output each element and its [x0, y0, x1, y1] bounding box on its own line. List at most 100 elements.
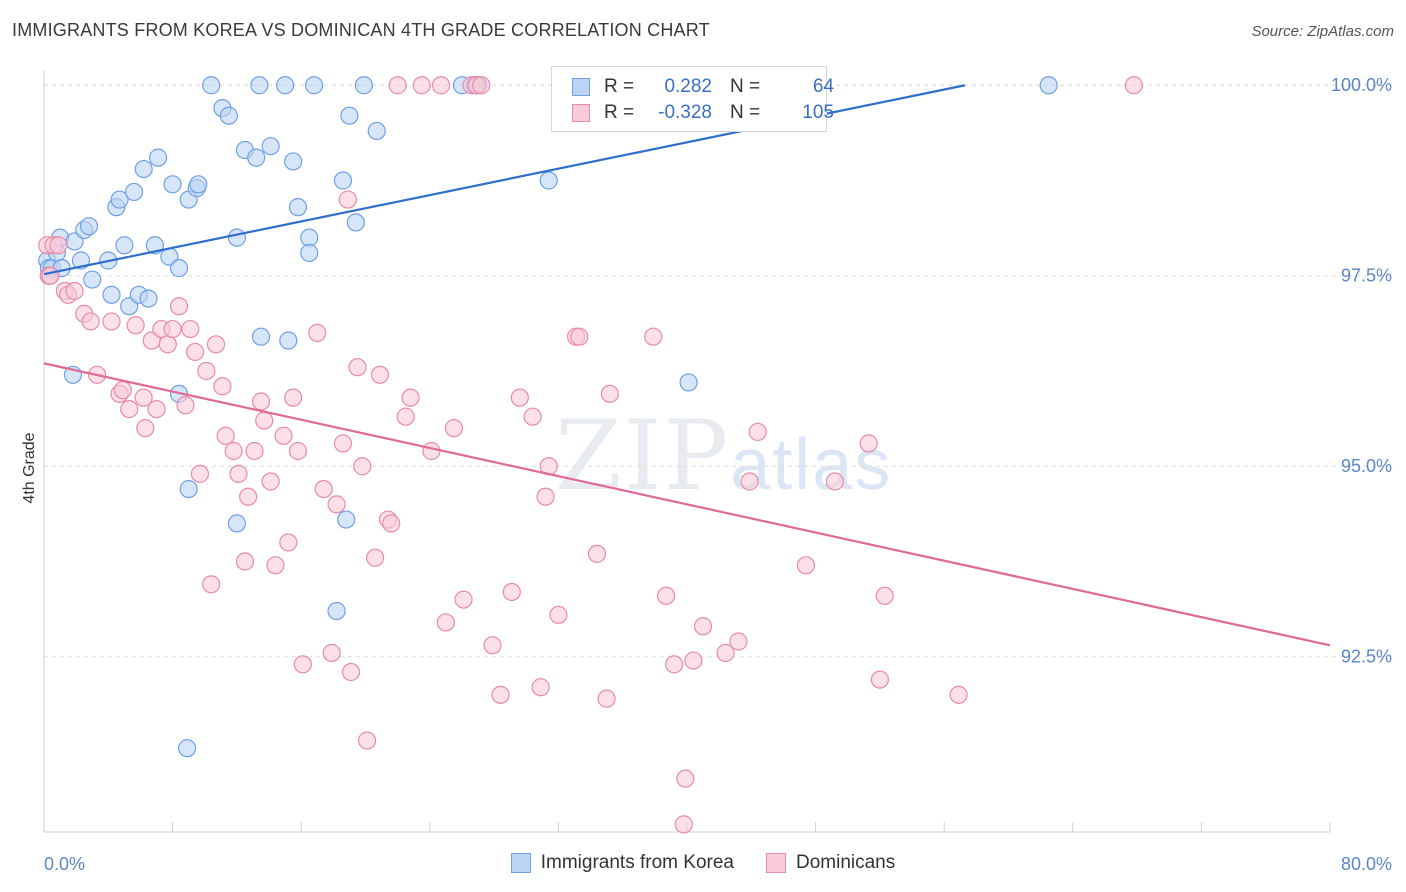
legend-n-value: 105 — [802, 102, 834, 123]
korea-point — [247, 148, 266, 167]
dominican-point — [644, 327, 663, 346]
dominican-point — [536, 487, 555, 506]
legend-swatch-dominicans — [765, 853, 786, 873]
dominican-point — [523, 407, 542, 426]
dominican-point — [401, 388, 420, 407]
dominican-point — [190, 464, 210, 483]
dominican-point — [531, 678, 550, 697]
legend-n-label: N = — [730, 76, 761, 97]
dominican-point — [113, 380, 132, 400]
korea-point — [1039, 76, 1058, 95]
dominican-point — [483, 636, 502, 655]
dominican-point — [796, 556, 816, 575]
x-ticks — [172, 822, 1331, 832]
legend-item-korea[interactable]: Immigrants from Korea — [510, 852, 734, 874]
dominican-point — [186, 342, 205, 362]
dominican-point — [322, 643, 341, 663]
dominican-point — [279, 533, 298, 552]
korea-point — [284, 152, 303, 171]
legend-item-dominicans[interactable]: Dominicans — [765, 852, 896, 874]
dominican-point — [1124, 76, 1143, 95]
korea-point — [367, 121, 386, 141]
dominican-point — [216, 426, 235, 445]
dominican-point — [859, 434, 878, 453]
dominican-point — [570, 327, 589, 346]
legend-label-korea: Immigrants from Korea — [540, 852, 734, 873]
dominican-point — [353, 457, 372, 476]
dominican-point — [134, 388, 153, 407]
dominican-point — [261, 472, 280, 491]
dominican-point — [338, 190, 357, 209]
y-tick-label: 100.0% — [1331, 75, 1392, 95]
legend-swatch-dominicans — [572, 104, 590, 122]
dominican-point — [102, 312, 121, 331]
korea-point — [327, 601, 346, 621]
dominican-point — [693, 617, 713, 636]
korea-point — [202, 76, 221, 95]
dominican-point — [120, 399, 139, 419]
dominican-point — [502, 582, 521, 602]
dominican-point — [341, 662, 361, 682]
grid-lines — [44, 84, 1390, 658]
dominican-point — [870, 670, 890, 689]
legend-n-value: 64 — [812, 76, 834, 97]
korea-point — [110, 190, 129, 209]
korea-point — [251, 327, 271, 346]
dominican-point — [224, 441, 243, 461]
korea-point — [250, 76, 269, 95]
korea-point — [102, 285, 121, 304]
korea-point — [227, 228, 246, 247]
korea-point — [134, 159, 153, 179]
dominican-point — [288, 441, 308, 461]
dominican-point — [674, 815, 693, 834]
dominican-point — [587, 544, 607, 563]
dominican-point — [740, 472, 759, 491]
dominican-point — [348, 358, 367, 377]
korea-point — [179, 480, 198, 499]
source-label: Source: ZipAtlas.com — [1251, 23, 1394, 40]
dominican-point — [41, 266, 60, 285]
dominican-point — [491, 685, 510, 704]
korea-point — [354, 76, 373, 95]
korea-point — [261, 137, 280, 156]
legend-r-value: 0.282 — [664, 76, 712, 97]
dominican-point — [229, 464, 248, 483]
dominican-point — [158, 335, 177, 354]
dominican-point — [49, 236, 68, 255]
dominican-point — [412, 76, 431, 95]
stats-legend: R = 0.282 N = 64 R = -0.328 N = 105 — [551, 66, 834, 132]
dominican-point — [147, 399, 166, 419]
y-tick-label: 95.0% — [1341, 456, 1392, 476]
dominican-point — [206, 335, 226, 354]
dominican-point — [308, 323, 327, 342]
dominican-point — [825, 472, 844, 491]
dominican-point — [472, 76, 491, 95]
dominican-point — [396, 407, 415, 426]
dominican-point — [748, 422, 767, 442]
dominican-point — [431, 76, 451, 95]
dominican-point — [600, 384, 619, 403]
y-tick-label: 97.5% — [1341, 266, 1392, 286]
x-tick-label-max: 80.0% — [1341, 854, 1392, 874]
korea-point — [124, 182, 144, 202]
korea-point — [304, 76, 324, 95]
x-tick-label-min: 0.0% — [44, 854, 85, 874]
chart-title: IMMIGRANTS FROM KOREA VS DOMINICAN 4TH G… — [12, 20, 710, 40]
legend-label-dominicans: Dominicans — [795, 852, 896, 873]
legend-swatch-korea — [510, 853, 531, 873]
data-points — [38, 76, 1143, 834]
korea-point — [279, 331, 298, 350]
korea-point — [227, 514, 246, 533]
dominican-point — [327, 495, 346, 514]
dominican-point — [274, 426, 293, 445]
korea-point — [288, 198, 308, 217]
dominican-point — [81, 312, 100, 331]
y-axis-label: 4th Grade — [21, 432, 38, 503]
legend-swatch-korea — [572, 78, 590, 96]
dominican-point — [388, 76, 407, 95]
dominican-point — [454, 590, 473, 609]
dominican-point — [665, 655, 684, 674]
korea-point — [163, 175, 182, 194]
korea-point — [276, 76, 295, 95]
